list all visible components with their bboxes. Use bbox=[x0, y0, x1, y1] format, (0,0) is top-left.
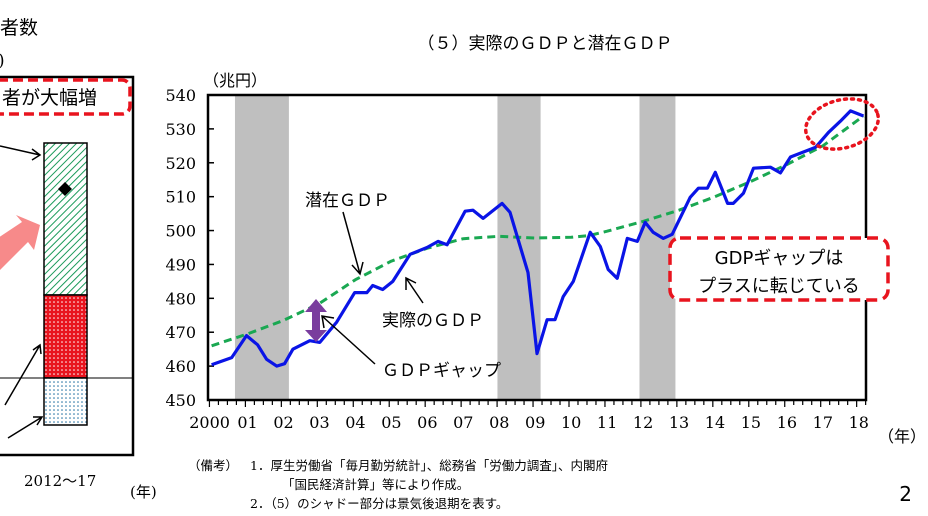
actual-gdp-line bbox=[211, 109, 865, 368]
x-tick-label: 12 bbox=[633, 413, 653, 432]
x-tick-label: 03 bbox=[309, 413, 329, 432]
potential-gdp-label: 潜在ＧＤＰ bbox=[305, 191, 390, 211]
actual-arrow-icon bbox=[405, 276, 424, 304]
page-number: 2 bbox=[899, 482, 912, 506]
x-tick-label: 13 bbox=[669, 413, 689, 432]
y-tick-label: 500 bbox=[165, 222, 196, 241]
actual-gdp-label: 実際のＧＤＰ bbox=[382, 311, 484, 331]
x-tick-label: 10 bbox=[561, 413, 581, 432]
left-callout-text: 者が大幅増 bbox=[2, 87, 97, 109]
x-tick-label: 11 bbox=[597, 413, 617, 432]
x-tick-label: 07 bbox=[453, 413, 473, 432]
bar-segment-blue bbox=[43, 377, 88, 426]
y-tick-label: 480 bbox=[165, 289, 196, 308]
pink-arrow-icon bbox=[0, 215, 40, 270]
left-arrows bbox=[0, 145, 44, 439]
footnote-2: 2．（5）のシャドー部分は景気後退期を表す。 bbox=[250, 496, 508, 511]
gdp-gap-label: ＧＤＰギャップ bbox=[382, 361, 501, 381]
x-axis-unit: （年） bbox=[878, 427, 926, 446]
chart-title: （５）実際のＧＤＰと潜在ＧＤＰ bbox=[418, 34, 673, 54]
footnote-1: 1．厚生労働省「毎月勤労統計」、総務省「労働力調査」、内閣府 bbox=[250, 458, 608, 473]
left-panel: 者数 ) 者が大幅増 2012～17 (年) bbox=[0, 17, 157, 501]
x-tick-label: 02 bbox=[273, 413, 293, 432]
footnotes: （備考） 1．厚生労働省「毎月勤労統計」、総務省「労働力調査」、内閣府 「国民経… bbox=[188, 458, 608, 511]
left-panel-title: 者数 bbox=[0, 17, 38, 39]
gap-arrow-icon bbox=[321, 315, 376, 365]
potential-arrow-icon bbox=[342, 211, 364, 276]
series-lines bbox=[211, 109, 865, 368]
x-tick-label: 01 bbox=[237, 413, 257, 432]
y-axis-unit: （兆円） bbox=[203, 71, 267, 90]
x-tick-label: 08 bbox=[489, 413, 509, 432]
left-period-label: 2012～17 bbox=[24, 472, 96, 490]
diamond-marker bbox=[58, 182, 72, 196]
y-tick-label: 540 bbox=[165, 86, 196, 105]
gap-callout-box bbox=[668, 236, 890, 302]
footnote-1b: 「国民経済計算」等により作成。 bbox=[282, 477, 469, 492]
x-tick-label: 16 bbox=[777, 413, 797, 432]
y-tick-label: 470 bbox=[165, 323, 196, 342]
x-axis: 2000 01 02 03 04 05 06 07 08 09 10 11 12 13 14 15 16 17 18 bbox=[189, 400, 869, 432]
y-tick-label: 510 bbox=[165, 188, 196, 207]
y-tick-label: 530 bbox=[165, 120, 196, 139]
gap-double-arrow-icon bbox=[305, 299, 327, 342]
left-callout-box bbox=[0, 78, 132, 116]
x-tick-label: 04 bbox=[345, 413, 365, 432]
y-tick-label: 450 bbox=[165, 391, 196, 410]
gap-callout-line1: GDPギャップは bbox=[715, 248, 844, 269]
footnote-label: （備考） bbox=[188, 458, 238, 473]
left-x-unit: (年) bbox=[130, 483, 157, 501]
annotations: 潜在ＧＤＰ 実際のＧＤＰ ＧＤＰギャップ GDPギャップは プラスに転じている bbox=[305, 97, 890, 381]
x-tick-label: 18 bbox=[849, 413, 869, 432]
x-tick-label: 06 bbox=[417, 413, 437, 432]
x-tick-label: 05 bbox=[381, 413, 401, 432]
x-tick-label: 2000 bbox=[189, 413, 230, 432]
y-axis: 450 460 470 480 490 500 510 520 530 540 bbox=[165, 86, 214, 410]
x-tick-label: 09 bbox=[525, 413, 545, 432]
bar-segment-green bbox=[43, 142, 88, 296]
gap-callout-line2: プラスに転じている bbox=[698, 276, 860, 297]
left-panel-frame bbox=[0, 75, 135, 457]
left-panel-unit: ) bbox=[0, 51, 5, 71]
highlight-ellipse bbox=[803, 97, 881, 151]
recession-shading bbox=[234, 95, 676, 400]
x-tick-label: 14 bbox=[705, 413, 725, 432]
y-tick-label: 520 bbox=[165, 154, 196, 173]
y-tick-label: 490 bbox=[165, 255, 196, 274]
x-tick-label: 15 bbox=[741, 413, 761, 432]
y-tick-label: 460 bbox=[165, 357, 196, 376]
x-tick-label: 17 bbox=[813, 413, 833, 432]
potential-gdp-line bbox=[211, 114, 865, 348]
bar-segment-red bbox=[43, 294, 88, 379]
